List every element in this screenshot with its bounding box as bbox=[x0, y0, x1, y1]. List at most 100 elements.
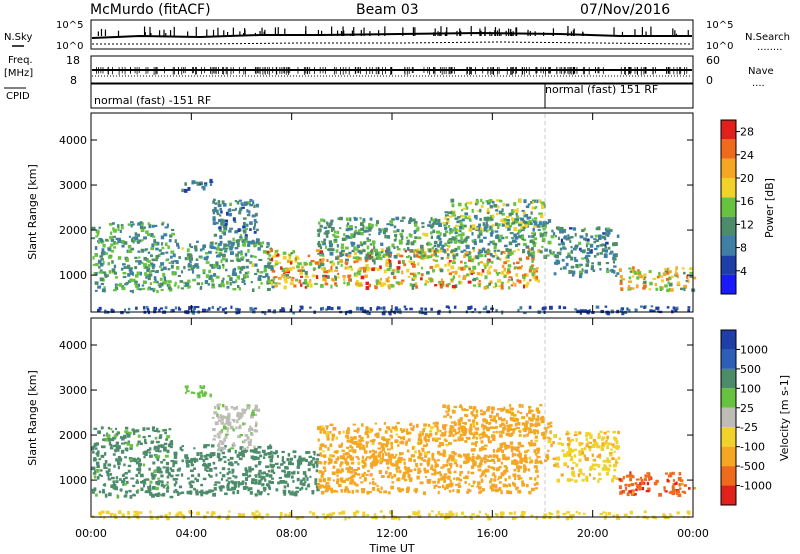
echo-cell bbox=[487, 437, 490, 442]
echo-cell bbox=[659, 287, 663, 291]
echo-cell bbox=[331, 471, 336, 475]
echo-cell bbox=[544, 224, 548, 228]
echo-cell bbox=[448, 462, 453, 466]
echo-cell bbox=[91, 237, 96, 240]
echo-cell bbox=[365, 456, 370, 459]
echo-cell bbox=[384, 234, 387, 239]
echo-cell bbox=[632, 266, 635, 270]
echo-cell bbox=[405, 242, 410, 246]
echo-cell bbox=[233, 407, 237, 411]
echo-cell bbox=[231, 468, 235, 473]
echo-cell bbox=[620, 307, 625, 311]
echo-cell bbox=[497, 447, 501, 451]
echo-cell bbox=[601, 438, 604, 441]
echo-cell bbox=[217, 452, 221, 456]
echo-cell bbox=[475, 436, 478, 440]
echo-cell bbox=[287, 259, 291, 264]
echo-cell bbox=[272, 451, 277, 455]
echo-cell bbox=[172, 469, 175, 473]
echo-cell bbox=[194, 181, 198, 184]
echo-cell bbox=[336, 306, 341, 310]
echo-cell bbox=[227, 274, 231, 278]
echo-cell bbox=[250, 481, 255, 485]
echo-cell bbox=[346, 439, 351, 443]
echo-cell bbox=[444, 432, 447, 437]
echo-cell bbox=[160, 288, 164, 292]
echo-cell bbox=[441, 246, 444, 250]
echo-cell bbox=[369, 224, 374, 228]
echo-cell bbox=[153, 281, 157, 284]
echo-cell bbox=[508, 410, 511, 414]
echo-cell bbox=[130, 223, 133, 228]
echo-cell bbox=[187, 262, 191, 267]
echo-cell bbox=[419, 481, 424, 485]
echo-cell bbox=[512, 262, 516, 265]
echo-cell bbox=[503, 469, 508, 472]
echo-cell bbox=[459, 417, 463, 421]
echo-cell bbox=[400, 440, 405, 445]
echo-cell bbox=[347, 274, 351, 278]
echo-cell bbox=[143, 263, 147, 268]
echo-cell bbox=[140, 228, 145, 233]
echo-cell bbox=[523, 278, 526, 282]
echo-cell bbox=[638, 486, 641, 490]
echo-cell bbox=[314, 282, 318, 286]
echo-cell bbox=[453, 459, 458, 463]
echo-cell bbox=[324, 469, 327, 472]
echo-cell bbox=[279, 309, 283, 312]
echo-cell bbox=[570, 467, 575, 470]
echo-cell bbox=[603, 443, 606, 447]
echo-cell bbox=[295, 257, 298, 260]
echo-cell bbox=[446, 248, 449, 252]
echo-cell bbox=[320, 240, 324, 244]
echo-cell bbox=[529, 239, 533, 244]
echo-cell bbox=[568, 270, 572, 274]
echo-cell bbox=[655, 287, 659, 291]
echo-cell bbox=[155, 247, 159, 251]
echo-cell bbox=[237, 258, 241, 263]
echo-cell bbox=[367, 266, 371, 270]
echo-cell bbox=[459, 433, 463, 437]
echo-cell bbox=[357, 232, 361, 236]
echo-cell bbox=[449, 432, 453, 436]
echo-cell bbox=[315, 249, 320, 253]
echo-cell bbox=[530, 200, 533, 204]
echo-cell bbox=[255, 510, 259, 513]
echo-cell bbox=[379, 265, 382, 270]
echo-cell bbox=[589, 468, 592, 472]
echo-cell bbox=[558, 437, 562, 441]
echo-cell bbox=[401, 236, 404, 240]
echo-cell bbox=[582, 473, 585, 476]
echo-cell bbox=[644, 275, 647, 279]
echo-cell bbox=[342, 455, 345, 459]
echo-cell bbox=[225, 211, 229, 216]
echo-cell bbox=[105, 239, 109, 242]
echo-cell bbox=[391, 426, 396, 430]
echo-cell bbox=[303, 261, 307, 266]
echo-cell bbox=[297, 269, 302, 272]
echo-cell bbox=[304, 285, 308, 289]
echo-cell bbox=[225, 479, 229, 482]
echo-cell bbox=[143, 256, 148, 261]
echo-cell bbox=[307, 484, 310, 488]
echo-cell bbox=[640, 480, 644, 485]
echo-cell bbox=[573, 448, 578, 451]
echo-cell bbox=[463, 426, 467, 430]
echo-cell bbox=[609, 452, 613, 456]
echo-cell bbox=[285, 480, 288, 484]
freq-panel bbox=[90, 55, 694, 84]
echo-cell bbox=[289, 282, 293, 286]
echo-cell bbox=[222, 265, 225, 269]
echo-cell bbox=[607, 459, 611, 464]
echo-cell bbox=[177, 274, 181, 277]
echo-cell bbox=[239, 236, 243, 239]
echo-cell bbox=[255, 474, 258, 478]
echo-cell bbox=[579, 274, 583, 279]
echo-cell bbox=[114, 283, 118, 287]
echo-cell bbox=[285, 268, 290, 272]
echo-cell bbox=[254, 464, 258, 468]
echo-cell bbox=[149, 493, 152, 496]
echo-cell bbox=[534, 217, 538, 220]
echo-cell bbox=[124, 471, 128, 475]
echo-cell bbox=[451, 284, 456, 289]
